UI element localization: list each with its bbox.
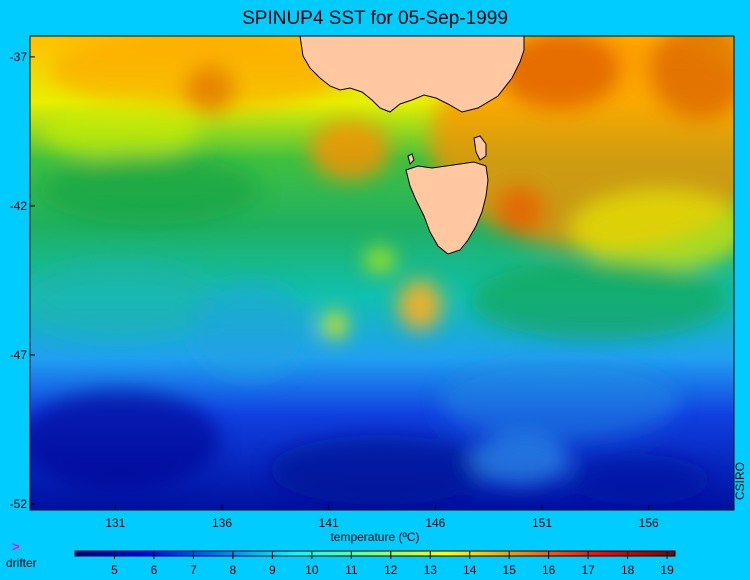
land-flinders-island — [473, 135, 487, 161]
colorbar-tick-label: 9 — [269, 563, 276, 577]
credit-label: CSIRO — [733, 461, 747, 500]
sst-field — [30, 36, 734, 510]
lat-tick-label: -47 — [10, 348, 28, 362]
lon-tick-label: 146 — [425, 516, 445, 530]
colorbar-tick-label: 5 — [111, 563, 118, 577]
colorbar-tick-label: 12 — [384, 563, 398, 577]
colorbar-tick-label: 14 — [463, 563, 477, 577]
colorbar-tick-label: 13 — [424, 563, 438, 577]
colorbar-tick-label: 10 — [305, 563, 319, 577]
colorbar-label: temperature (ºC) — [330, 530, 420, 544]
lon-tick-label: 151 — [532, 516, 552, 530]
colorbar-tick-label: 6 — [151, 563, 158, 577]
land-king-island — [407, 153, 415, 165]
page-title: SPINUP4 SST for 05-Sep-1999 — [242, 8, 508, 29]
land-tasmania — [405, 161, 489, 255]
drifter-marker-icon: > — [12, 539, 20, 554]
map-frame — [29, 35, 735, 511]
colorbar-ticks: 5 6 7 8 9 10 11 12 13 14 15 16 17 18 19 — [111, 551, 674, 577]
colorbar-tick-label: 16 — [542, 563, 556, 577]
colorbar-tick-label: 19 — [660, 563, 674, 577]
lat-tick-label: -52 — [10, 497, 28, 511]
drifter-legend-label: drifter — [6, 556, 37, 570]
colorbar-tick-label: 7 — [190, 563, 197, 577]
lon-tick-label: 141 — [319, 516, 339, 530]
colorbar-tick-label: 18 — [621, 563, 635, 577]
lat-tick-label: -42 — [10, 199, 28, 213]
colorbar-tick-label: 17 — [581, 563, 595, 577]
colorbar — [74, 550, 676, 557]
latitude-axis: -37 -42 -47 -52 — [10, 50, 35, 511]
lon-tick-label: 131 — [105, 516, 125, 530]
lon-tick-label: 136 — [212, 516, 232, 530]
land-mainland — [299, 36, 525, 113]
lat-tick-label: -37 — [10, 50, 28, 64]
colorbar-tick-label: 8 — [230, 563, 237, 577]
longitude-axis: 131 136 141 146 151 156 — [105, 505, 659, 530]
colorbar-tick-label: 11 — [345, 563, 358, 577]
lon-tick-label: 156 — [639, 516, 659, 530]
colorbar-tick-label: 15 — [503, 563, 517, 577]
